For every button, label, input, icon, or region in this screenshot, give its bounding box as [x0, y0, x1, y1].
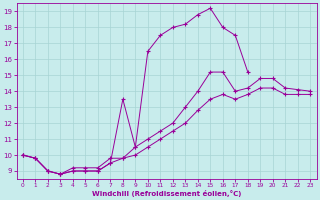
X-axis label: Windchill (Refroidissement éolien,°C): Windchill (Refroidissement éolien,°C) [92, 190, 241, 197]
